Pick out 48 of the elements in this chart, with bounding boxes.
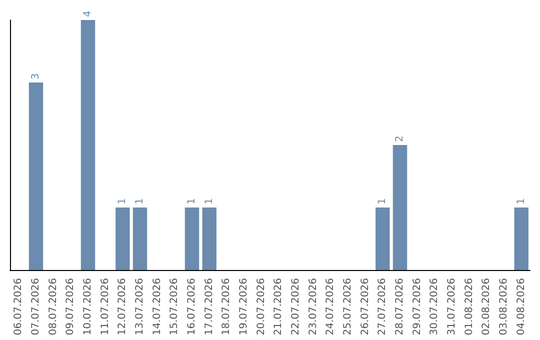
x-tick-label: 07.07.2026 <box>30 278 42 336</box>
data-label: 1 <box>516 198 527 204</box>
data-label: 2 <box>394 136 406 142</box>
x-tick-label: 29.07.2026 <box>412 278 423 336</box>
data-label: 1 <box>117 198 128 204</box>
x-tick-label: 13.07.2026 <box>134 278 146 336</box>
x-tick-label: 18.07.2026 <box>221 278 232 336</box>
x-tick-label: 02.08.2026 <box>481 278 492 336</box>
x-tick-label: 11.07.2026 <box>100 278 111 336</box>
x-tick-label: 16.07.2026 <box>186 278 198 336</box>
bar <box>392 145 408 270</box>
data-label: 1 <box>186 198 198 204</box>
x-tick-label: 04.08.2026 <box>516 278 527 336</box>
bar <box>132 208 148 270</box>
bar <box>514 208 528 270</box>
x-tick-label: 24.07.2026 <box>325 278 336 336</box>
x-tick-label: 26.07.2026 <box>360 278 371 336</box>
x-tick-label: 31.07.2026 <box>446 278 458 336</box>
x-tick-label: 17.07.2026 <box>204 278 215 336</box>
bar <box>376 208 390 270</box>
x-tick-label: 12.07.2026 <box>117 278 128 336</box>
bar <box>80 20 96 270</box>
x-tick-label: 25.07.2026 <box>342 278 354 336</box>
x-tick-label: 01.08.2026 <box>464 278 475 336</box>
x-tick-label: 20.07.2026 <box>256 278 267 336</box>
bar <box>116 208 130 270</box>
x-tick-label: 06.07.2026 <box>13 278 24 336</box>
x-tick-label: 15.07.2026 <box>169 278 180 336</box>
x-tick-label: 27.07.2026 <box>377 278 388 336</box>
data-label: 4 <box>82 10 94 17</box>
bar <box>202 208 216 270</box>
bar <box>28 82 44 270</box>
x-tick-label: 08.07.2026 <box>48 278 59 336</box>
x-tick-label: 23.07.2026 <box>308 278 319 336</box>
x-tick-label: 10.07.2026 <box>82 278 94 336</box>
x-tick-label: 30.07.2026 <box>429 278 440 336</box>
x-tick-label: 28.07.2026 <box>394 278 406 336</box>
x-tick-label: 19.07.2026 <box>238 278 250 336</box>
x-tick-label: 14.07.2026 <box>152 278 163 336</box>
data-label: 1 <box>204 198 215 204</box>
bar <box>184 208 200 270</box>
x-tick-label: 03.08.2026 <box>498 278 510 336</box>
x-tick-label: 09.07.2026 <box>65 278 76 336</box>
x-tick-label: 22.07.2026 <box>290 278 302 336</box>
data-label: 1 <box>134 198 146 204</box>
x-tick-label: 21.07.2026 <box>273 278 284 336</box>
data-label: 3 <box>30 73 42 80</box>
data-label: 1 <box>377 198 388 204</box>
